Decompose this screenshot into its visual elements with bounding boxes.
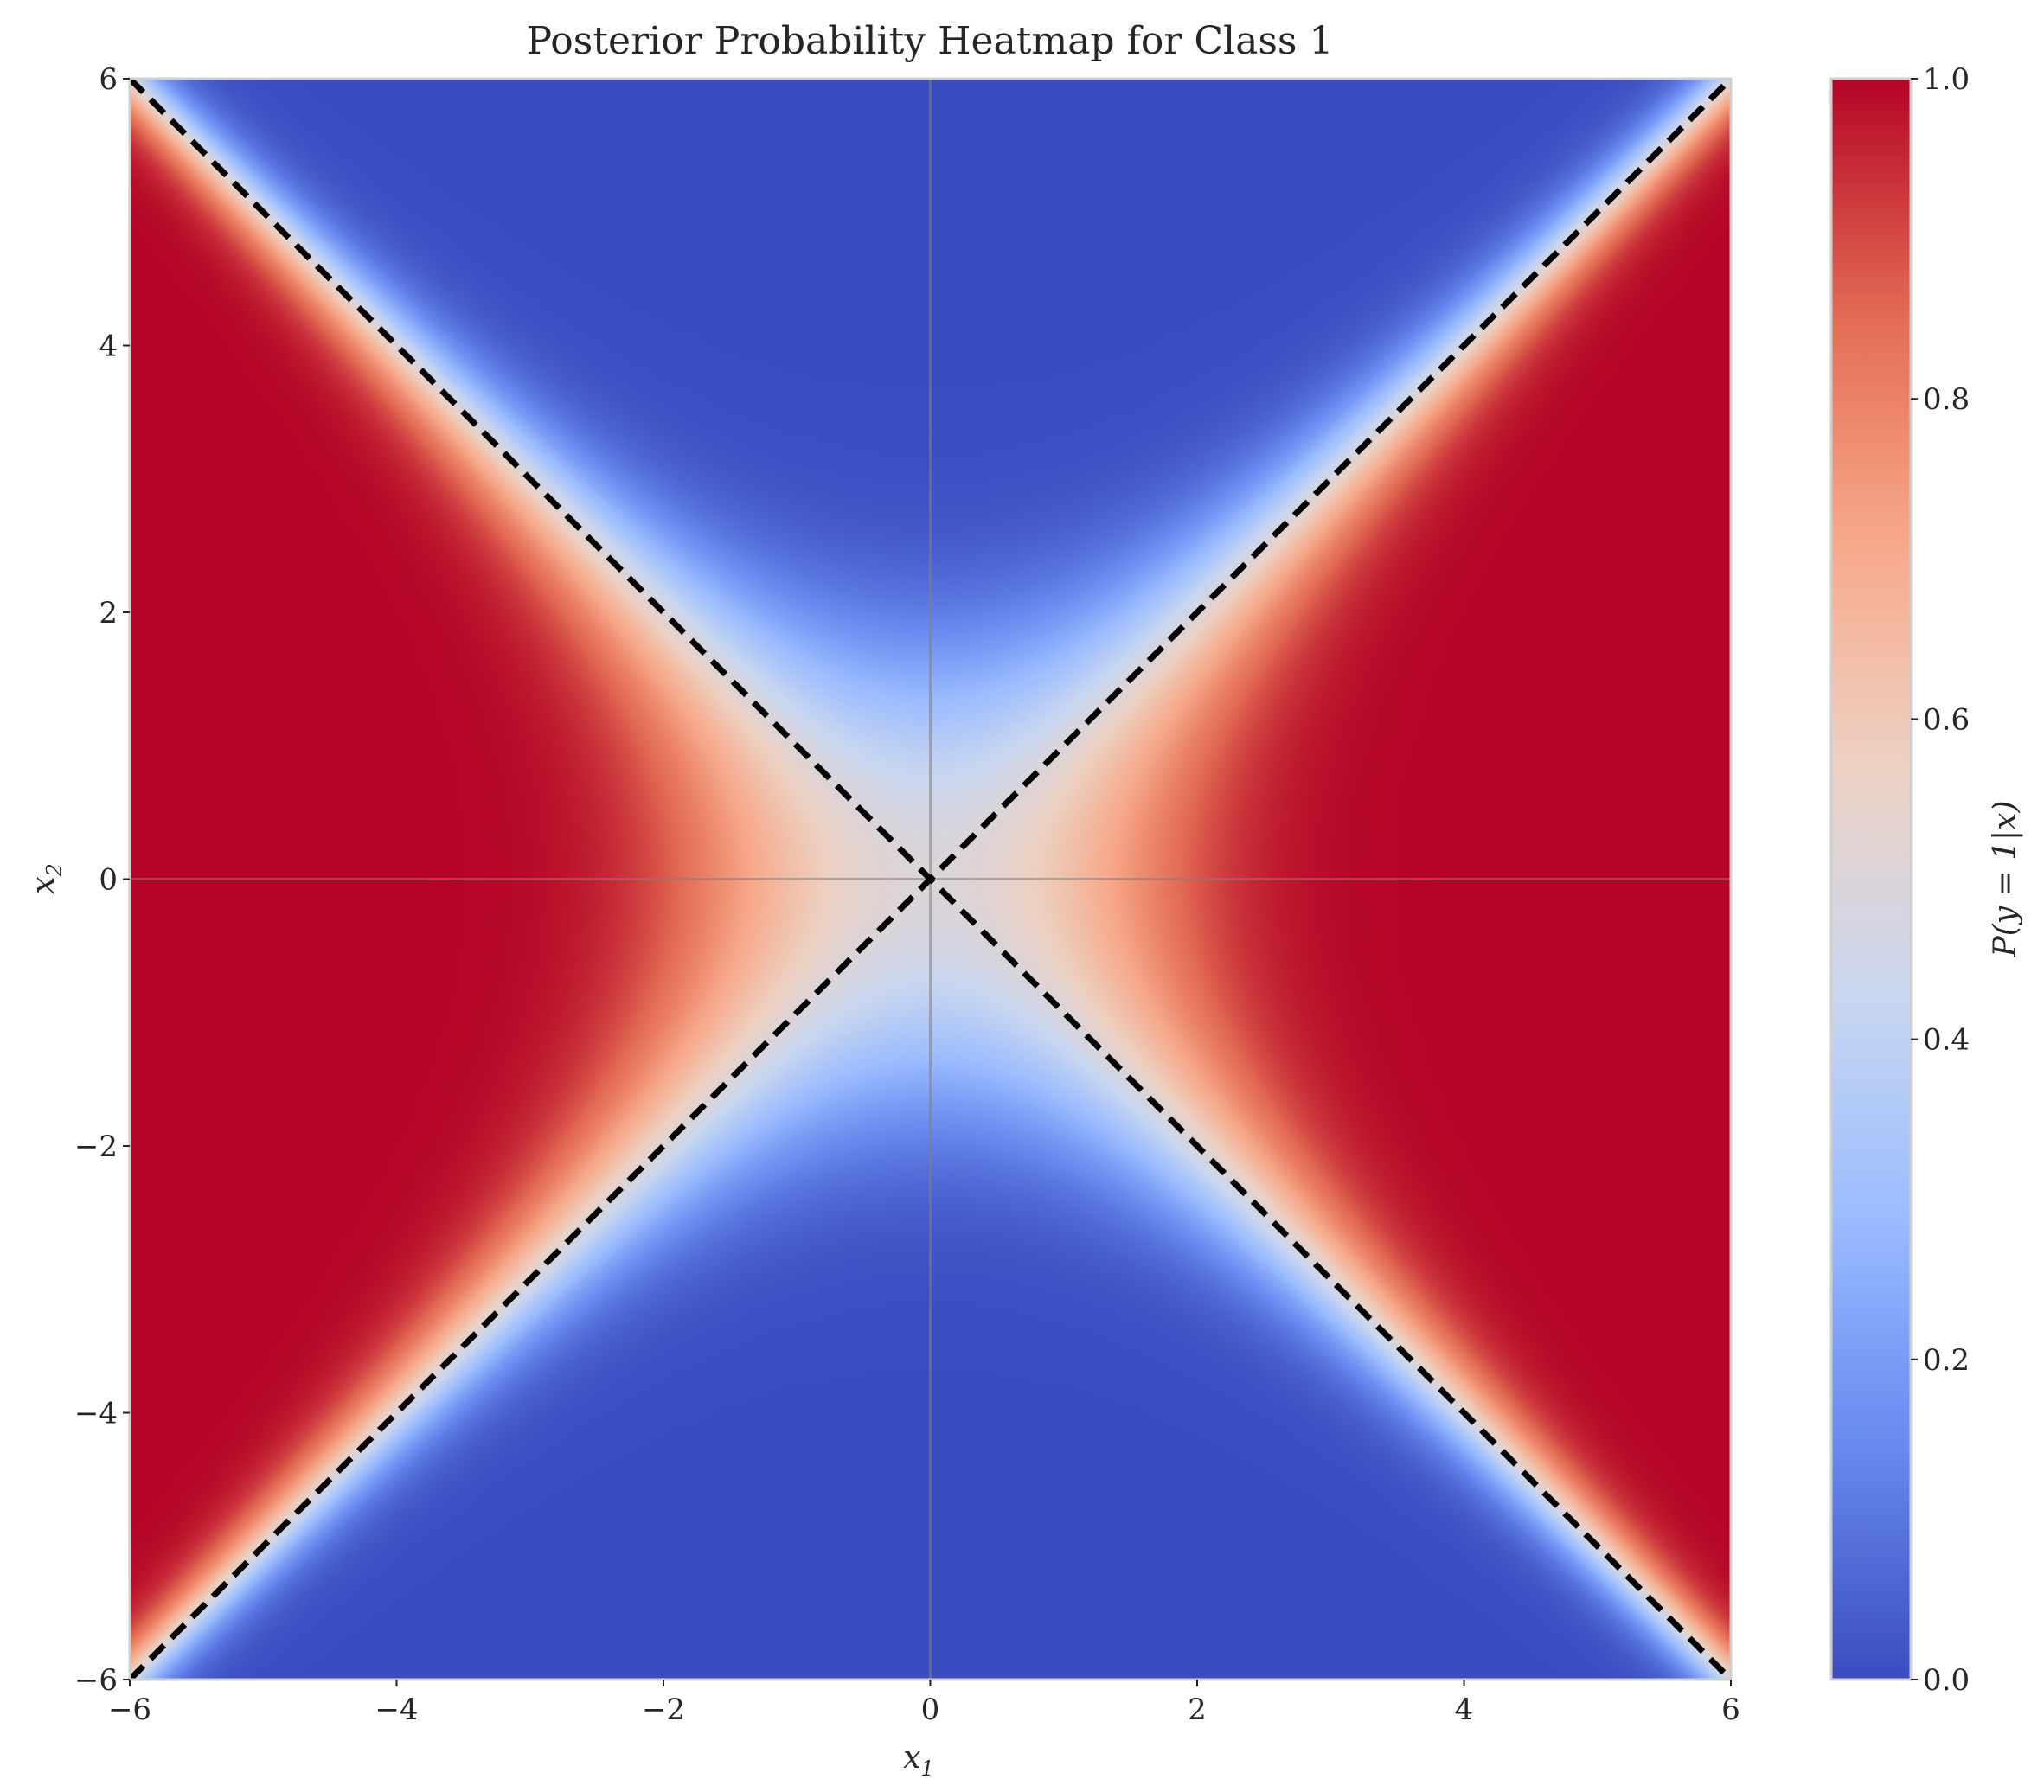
y-axis-label-subscript: 2 [42, 863, 67, 877]
y-tick-label: 6 [99, 62, 118, 97]
x-tick-label: 2 [1188, 1693, 1207, 1727]
y-tick-label: −6 [74, 1663, 118, 1698]
chart-title: Posterior Probability Heatmap for Class … [526, 19, 1333, 63]
y-tick-label: 0 [99, 863, 118, 898]
colorbar-tick-label: 0.8 [1923, 382, 1970, 417]
colorbar-tick-label: 1.0 [1923, 62, 1970, 97]
y-tick-label: −4 [74, 1397, 118, 1431]
colorbar-tick-label: 0.0 [1923, 1663, 1970, 1698]
y-tick-label: 4 [99, 330, 118, 364]
colorbar [1829, 77, 1913, 1681]
colorbar-tick-label: 0.2 [1923, 1343, 1970, 1378]
x-tick-label: 4 [1455, 1693, 1474, 1727]
colorbar-label: P(y = 1|x) [1988, 800, 2023, 957]
x-tick-label: −6 [108, 1693, 151, 1727]
colorbar-tick-label: 0.6 [1923, 702, 1970, 737]
y-axis-label: x2 [26, 863, 67, 894]
x-tick-label: −4 [375, 1693, 418, 1727]
decision-boundary-diagonal-down [130, 79, 1731, 1680]
x-tick-label: 0 [921, 1693, 940, 1727]
x-tick-label: 6 [1721, 1693, 1740, 1727]
y-tick-label: −2 [74, 1130, 118, 1164]
x-tick-label: −2 [642, 1693, 685, 1727]
y-tick-label: 2 [99, 596, 118, 630]
x-axis-label-subscript: 1 [921, 1757, 934, 1781]
colorbar-tick-label: 0.4 [1923, 1023, 1970, 1058]
x-axis-label: x1 [903, 1740, 934, 1781]
